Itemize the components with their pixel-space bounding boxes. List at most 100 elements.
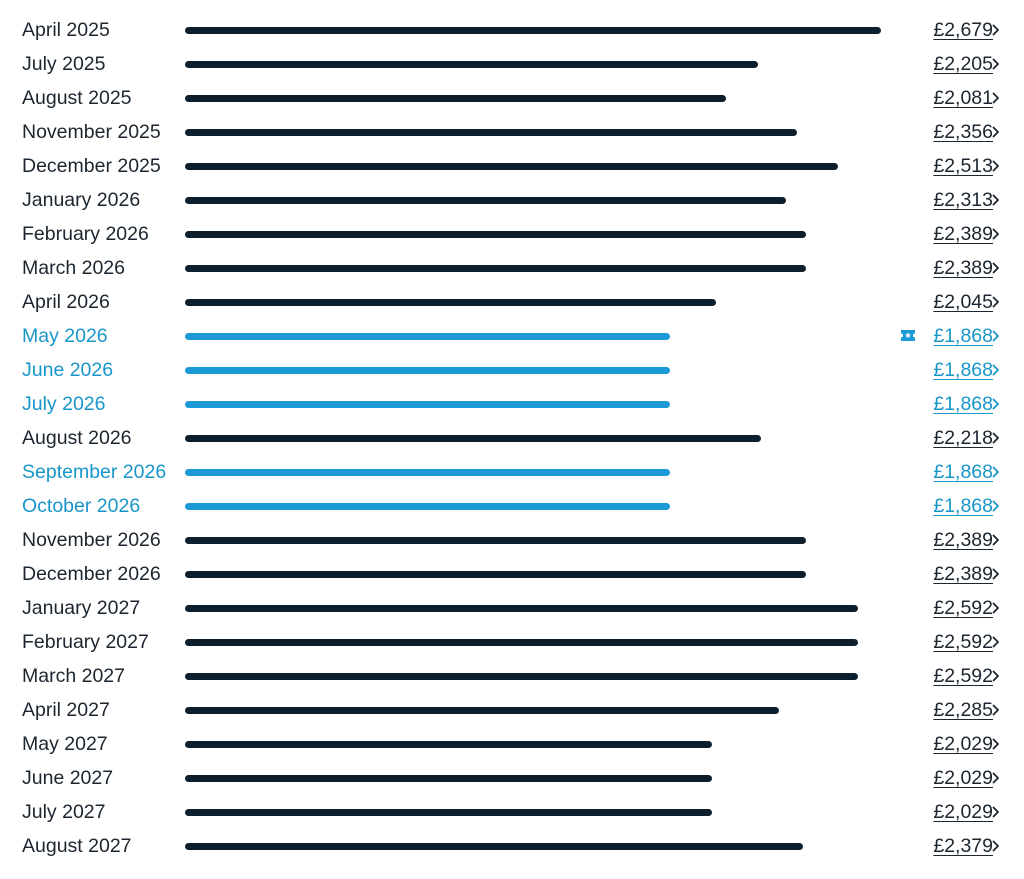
price-link[interactable]: £2,081 <box>933 87 993 109</box>
price-link[interactable]: £2,285 <box>933 699 993 721</box>
month-label: January 2027 <box>22 597 141 619</box>
month-row[interactable]: May 2027 £2,029 <box>0 727 1024 761</box>
price-link[interactable]: £2,313 <box>933 189 993 211</box>
chevron-right-icon <box>990 829 1002 863</box>
price-bar <box>185 605 858 612</box>
price-link[interactable]: £1,868 <box>933 325 993 347</box>
chevron-right-icon <box>990 353 1002 387</box>
month-label: April 2025 <box>22 19 110 41</box>
price-bar <box>185 843 803 850</box>
month-row[interactable]: April 2025 £2,679 <box>0 13 1024 47</box>
month-row[interactable]: March 2027 £2,592 <box>0 659 1024 693</box>
price-bar <box>185 265 806 272</box>
month-row[interactable]: July 2026 £1,868 <box>0 387 1024 421</box>
month-label: October 2026 <box>22 495 141 517</box>
month-label: July 2026 <box>22 393 106 415</box>
month-row[interactable]: July 2027 £2,029 <box>0 795 1024 829</box>
chevron-right-icon <box>990 149 1002 183</box>
chevron-right-icon <box>990 591 1002 625</box>
month-row[interactable]: June 2026 £1,868 <box>0 353 1024 387</box>
chevron-right-icon <box>990 761 1002 795</box>
month-label: March 2027 <box>22 665 125 687</box>
price-link[interactable]: £2,679 <box>933 19 993 41</box>
chevron-right-icon <box>990 795 1002 829</box>
price-link[interactable]: £2,045 <box>933 291 993 313</box>
chevron-right-icon <box>990 659 1002 693</box>
price-bar <box>185 809 712 816</box>
price-link[interactable]: £2,592 <box>933 631 993 653</box>
ticket-icon <box>901 330 915 341</box>
month-row[interactable]: August 2026 £2,218 <box>0 421 1024 455</box>
price-link[interactable]: £2,218 <box>933 427 993 449</box>
price-link[interactable]: £1,868 <box>933 461 993 483</box>
month-row[interactable]: January 2026 £2,313 <box>0 183 1024 217</box>
price-link[interactable]: £1,868 <box>933 393 993 415</box>
price-link[interactable]: £1,868 <box>933 495 993 517</box>
month-label: May 2027 <box>22 733 108 755</box>
chevron-right-icon <box>990 13 1002 47</box>
chevron-right-icon <box>990 387 1002 421</box>
price-link[interactable]: £2,356 <box>933 121 993 143</box>
price-link[interactable]: £2,592 <box>933 597 993 619</box>
month-row[interactable]: October 2026 £1,868 <box>0 489 1024 523</box>
month-label: November 2025 <box>22 121 161 143</box>
chevron-right-icon <box>990 183 1002 217</box>
chevron-right-icon <box>990 319 1002 353</box>
price-bar <box>185 469 670 476</box>
chevron-right-icon <box>990 285 1002 319</box>
price-link[interactable]: £1,868 <box>933 359 993 381</box>
month-row[interactable]: August 2025 £2,081 <box>0 81 1024 115</box>
month-row[interactable]: May 2026 £1,868 <box>0 319 1024 353</box>
price-link[interactable]: £2,029 <box>933 733 993 755</box>
month-row[interactable]: January 2027 £2,592 <box>0 591 1024 625</box>
price-link[interactable]: £2,389 <box>933 529 993 551</box>
price-link[interactable]: £2,379 <box>933 835 993 857</box>
month-label: July 2025 <box>22 53 106 75</box>
chevron-right-icon <box>990 421 1002 455</box>
price-bar <box>185 27 881 34</box>
chevron-right-icon <box>990 217 1002 251</box>
month-label: December 2026 <box>22 563 161 585</box>
chevron-right-icon <box>990 523 1002 557</box>
price-bar <box>185 639 858 646</box>
month-row[interactable]: December 2025 £2,513 <box>0 149 1024 183</box>
price-link[interactable]: £2,513 <box>933 155 993 177</box>
month-row[interactable]: April 2026 £2,045 <box>0 285 1024 319</box>
month-label: November 2026 <box>22 529 161 551</box>
chevron-right-icon <box>990 489 1002 523</box>
month-label: July 2027 <box>22 801 106 823</box>
chevron-right-icon <box>990 115 1002 149</box>
month-row[interactable]: September 2026 £1,868 <box>0 455 1024 489</box>
price-link[interactable]: £2,029 <box>933 767 993 789</box>
month-row[interactable]: November 2026 £2,389 <box>0 523 1024 557</box>
month-row[interactable]: February 2027 £2,592 <box>0 625 1024 659</box>
chevron-right-icon <box>990 727 1002 761</box>
month-row[interactable]: April 2027 £2,285 <box>0 693 1024 727</box>
month-row[interactable]: July 2025 £2,205 <box>0 47 1024 81</box>
price-bar <box>185 537 806 544</box>
month-row[interactable]: December 2026 £2,389 <box>0 557 1024 591</box>
price-link[interactable]: £2,389 <box>933 563 993 585</box>
month-label: June 2027 <box>22 767 114 789</box>
month-row[interactable]: November 2025 £2,356 <box>0 115 1024 149</box>
month-row[interactable]: February 2026 £2,389 <box>0 217 1024 251</box>
price-link[interactable]: £2,205 <box>933 53 993 75</box>
month-label: December 2025 <box>22 155 161 177</box>
price-bar <box>185 571 806 578</box>
price-link[interactable]: £2,389 <box>933 223 993 245</box>
chevron-right-icon <box>990 625 1002 659</box>
price-link[interactable]: £2,389 <box>933 257 993 279</box>
price-bar <box>185 163 838 170</box>
price-bar <box>185 367 670 374</box>
chevron-right-icon <box>990 455 1002 489</box>
chevron-right-icon <box>990 81 1002 115</box>
month-label: January 2026 <box>22 189 141 211</box>
price-link[interactable]: £2,029 <box>933 801 993 823</box>
month-row[interactable]: June 2027 £2,029 <box>0 761 1024 795</box>
month-row[interactable]: March 2026 £2,389 <box>0 251 1024 285</box>
month-row[interactable]: August 2027 £2,379 <box>0 829 1024 863</box>
month-label: February 2027 <box>22 631 149 653</box>
price-by-month-list: April 2025 £2,679 July 2025 £2,205 August 20… <box>0 13 1024 863</box>
price-bar <box>185 741 712 748</box>
price-link[interactable]: £2,592 <box>933 665 993 687</box>
